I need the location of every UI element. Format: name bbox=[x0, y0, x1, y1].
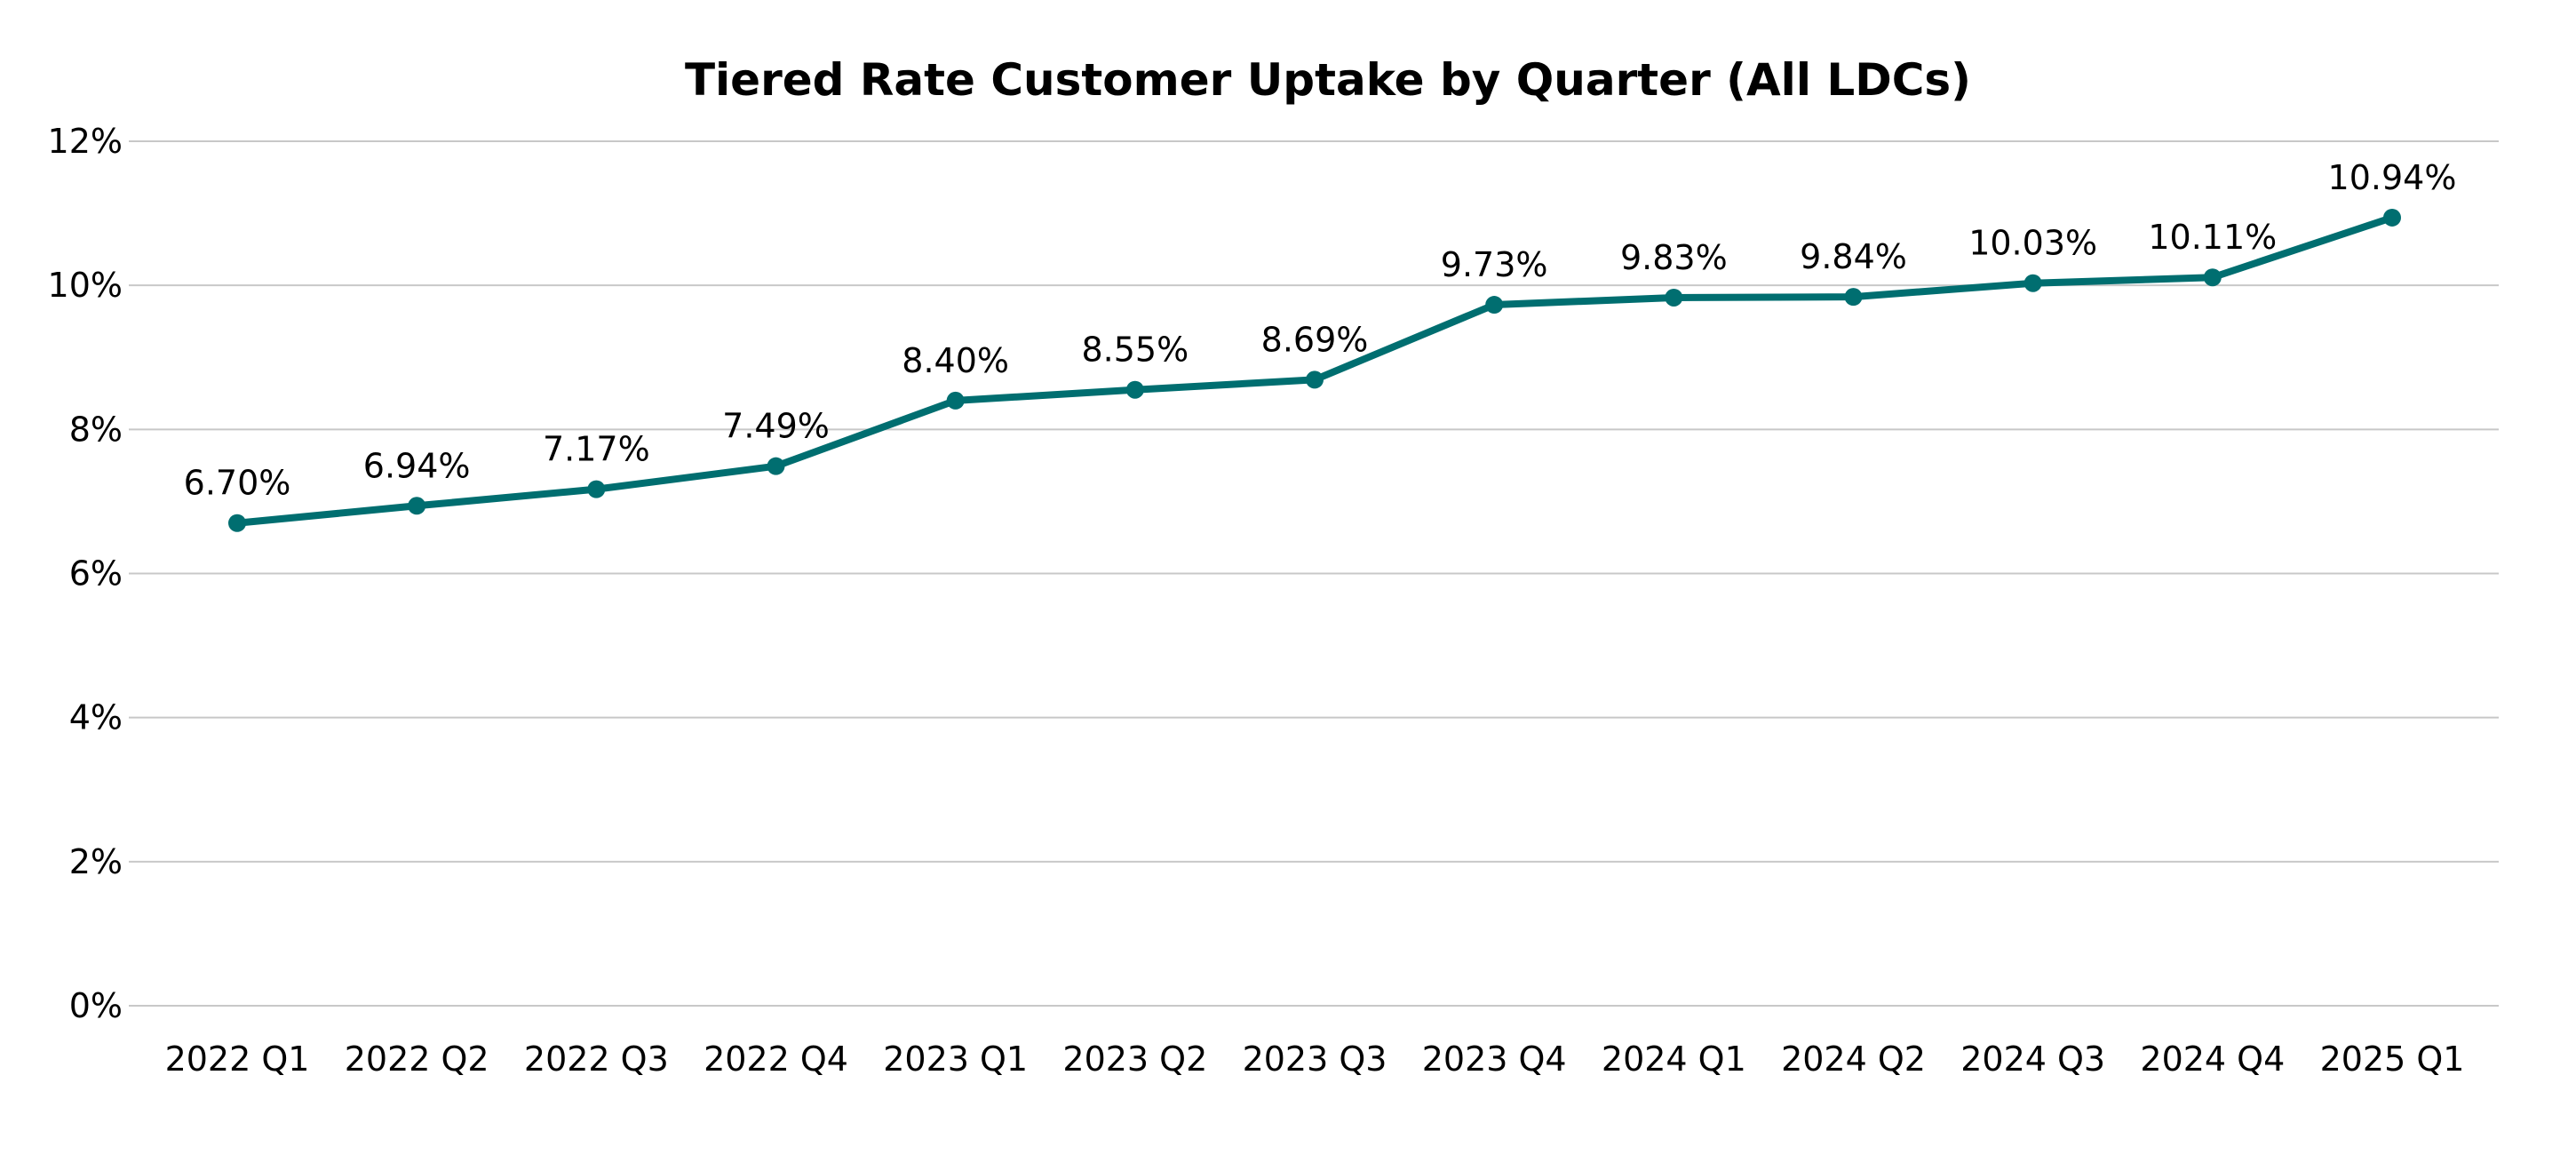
x-axis-tick-labels: 2022 Q1 2022 Q2 2022 Q3 2022 Q4 2023 Q1 2023 … bbox=[165, 1040, 2465, 1079]
y-tick-label: 0% bbox=[69, 986, 123, 1025]
data-point-marker bbox=[408, 497, 426, 515]
data-label: 8.55% bbox=[1081, 331, 1189, 370]
data-point-marker bbox=[1844, 288, 1863, 307]
y-tick-label: 6% bbox=[69, 554, 123, 593]
x-tick-label: 2022 Q2 bbox=[345, 1040, 489, 1079]
y-tick-label: 10% bbox=[48, 266, 123, 305]
x-tick-label: 2023 Q1 bbox=[883, 1040, 1028, 1079]
data-point-marker bbox=[587, 480, 606, 498]
data-label: 9.83% bbox=[1620, 238, 1728, 277]
x-tick-label: 2024 Q3 bbox=[1960, 1040, 2105, 1079]
data-point-marker bbox=[2203, 268, 2222, 287]
data-label: 10.03% bbox=[1968, 224, 2097, 263]
data-point-marker bbox=[1306, 370, 1324, 389]
data-label: 6.94% bbox=[363, 446, 471, 485]
x-tick-label: 2022 Q4 bbox=[704, 1040, 848, 1079]
data-label: 10.11% bbox=[2148, 218, 2277, 257]
y-tick-label: 12% bbox=[48, 122, 123, 161]
x-tick-label: 2023 Q4 bbox=[1422, 1040, 1567, 1079]
data-labels: 6.70% 6.94% 7.17% 7.49% 8.40% 8.55% 8.69% 9.73%… bbox=[184, 158, 2457, 503]
data-label: 6.70% bbox=[184, 464, 291, 503]
data-label: 10.94% bbox=[2328, 158, 2457, 197]
y-tick-label: 8% bbox=[69, 410, 123, 449]
data-point-marker bbox=[1485, 296, 1504, 315]
data-label: 9.73% bbox=[1441, 245, 1548, 284]
data-label: 7.49% bbox=[722, 407, 830, 446]
data-label: 8.69% bbox=[1261, 320, 1369, 359]
data-point-marker bbox=[1665, 288, 1683, 307]
x-tick-label: 2022 Q3 bbox=[524, 1040, 669, 1079]
data-point-marker bbox=[2023, 274, 2042, 292]
data-point-marker bbox=[767, 457, 785, 475]
y-tick-label: 2% bbox=[69, 842, 123, 881]
x-tick-label: 2024 Q4 bbox=[2140, 1040, 2285, 1079]
x-tick-label: 2025 Q1 bbox=[2320, 1040, 2465, 1079]
x-tick-label: 2024 Q1 bbox=[1602, 1040, 1746, 1079]
chart-title: Tiered Rate Customer Uptake by Quarter (… bbox=[685, 54, 1971, 106]
data-point-marker bbox=[228, 514, 246, 532]
x-tick-label: 2022 Q1 bbox=[165, 1040, 310, 1079]
series-markers bbox=[228, 208, 2401, 532]
y-axis-tick-labels: 0% 2% 4% 6% 8% 10% 12% bbox=[48, 122, 123, 1025]
x-tick-label: 2024 Q2 bbox=[1781, 1040, 1926, 1079]
x-tick-label: 2023 Q3 bbox=[1243, 1040, 1387, 1079]
x-tick-label: 2023 Q2 bbox=[1062, 1040, 1207, 1079]
data-label: 8.40% bbox=[902, 341, 1009, 380]
y-tick-label: 4% bbox=[69, 698, 123, 737]
data-point-marker bbox=[1125, 380, 1144, 399]
data-label: 7.17% bbox=[543, 430, 650, 469]
data-point-marker bbox=[946, 391, 965, 410]
data-point-marker bbox=[2383, 208, 2401, 227]
data-label: 9.84% bbox=[1800, 237, 1907, 276]
gridlines bbox=[129, 140, 2499, 1007]
